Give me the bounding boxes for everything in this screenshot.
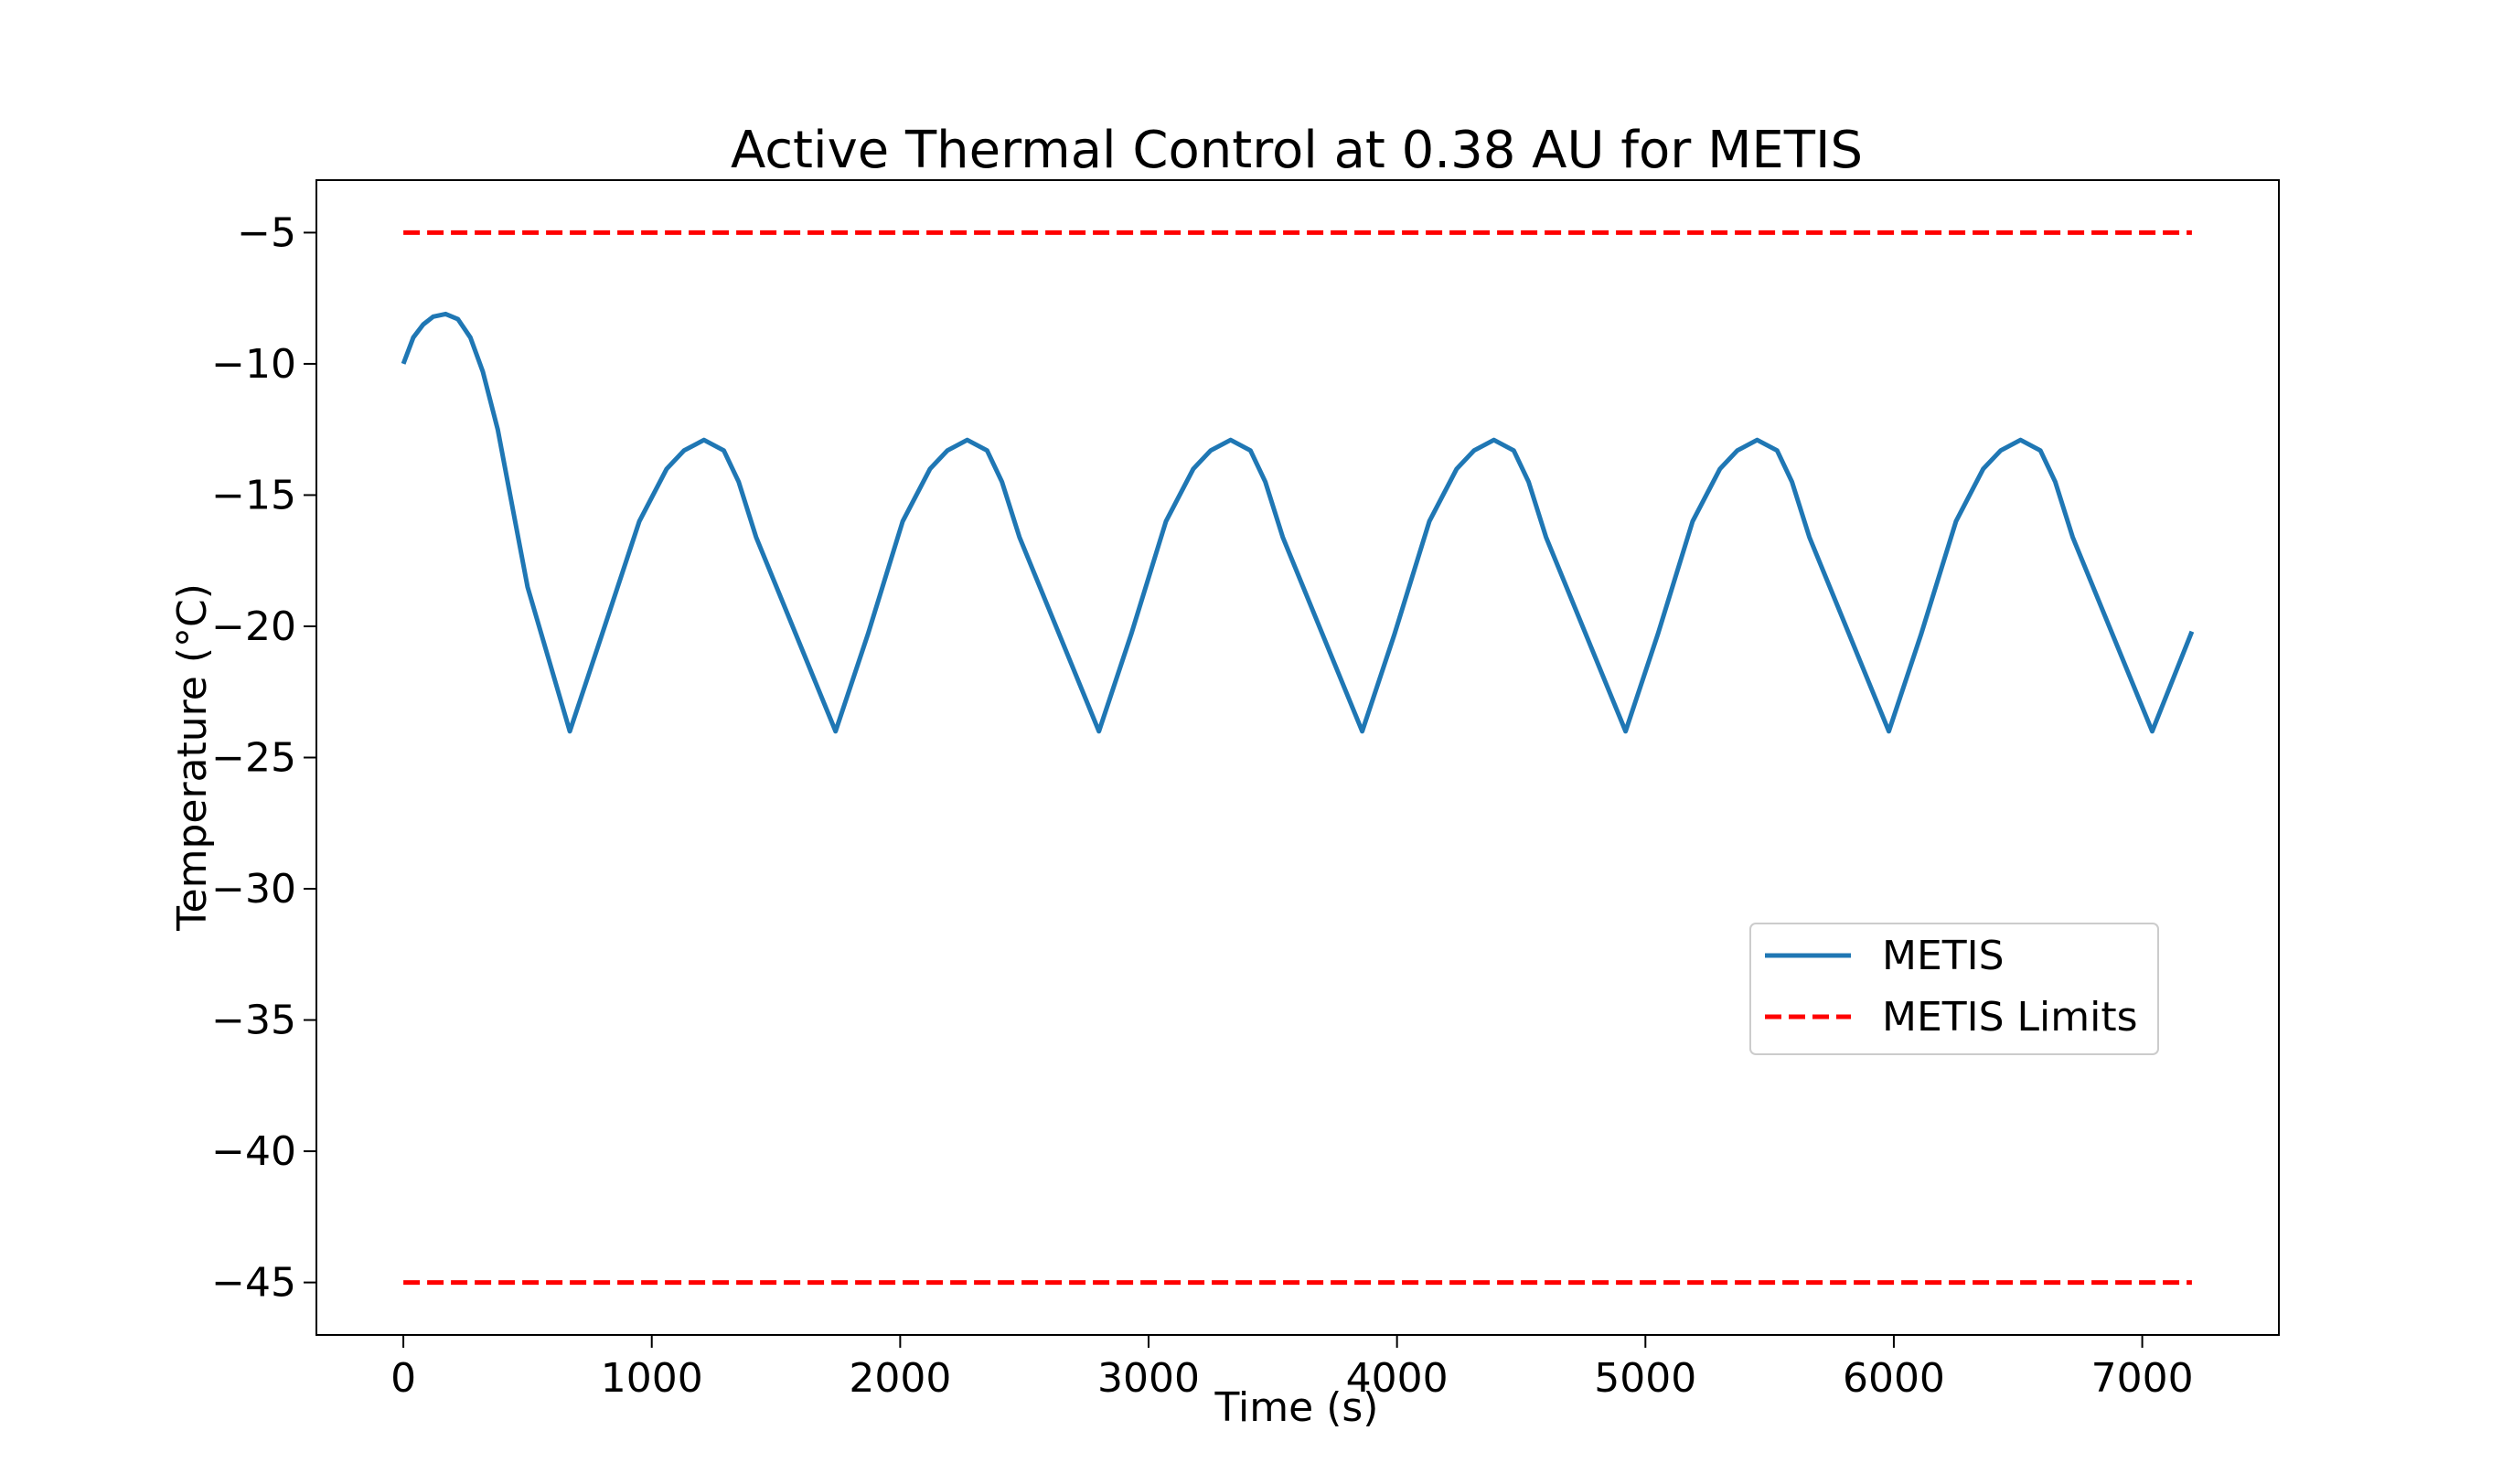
x-tick-label: 6000 — [1843, 1355, 1945, 1402]
y-tick-label: −25 — [211, 735, 296, 782]
y-tick-label: −40 — [211, 1128, 296, 1175]
y-tick-label: −10 — [211, 341, 296, 388]
x-tick-label: 2000 — [849, 1355, 951, 1402]
x-axis: 0 1000 2000 3000 4000 5000 6000 7000 — [390, 1335, 2194, 1402]
y-tick-label: −20 — [211, 603, 296, 650]
x-axis-label: Time (s) — [1214, 1384, 1379, 1431]
y-tick-label: −5 — [237, 209, 296, 256]
legend-frame — [1749, 923, 2159, 1055]
y-tick-label: −30 — [211, 866, 296, 913]
y-axis: −5 −10 −15 −20 −25 −30 −35 −40 −45 — [211, 209, 316, 1307]
plot-area — [401, 230, 2195, 1286]
y-axis-label: Temperature (°C) — [169, 583, 216, 932]
y-tick-label: −35 — [211, 998, 296, 1044]
y-tick-label: −45 — [211, 1260, 296, 1307]
x-tick-label: 4000 — [1346, 1355, 1449, 1402]
legend: METIS METIS Limits — [1749, 923, 2159, 1055]
x-tick-label: 7000 — [2091, 1355, 2194, 1402]
x-tick-label: 3000 — [1097, 1355, 1200, 1402]
x-tick-label: 5000 — [1594, 1355, 1696, 1402]
chart-title: Active Thermal Control at 0.38 AU for ME… — [731, 121, 1863, 180]
x-tick-label: 0 — [390, 1355, 416, 1402]
legend-label-metis: METIS — [1882, 933, 2005, 979]
x-tick-label: 1000 — [601, 1355, 703, 1402]
series-line-metis — [401, 311, 2195, 734]
y-tick-label: −15 — [211, 472, 296, 518]
legend-label-metis-limits: METIS Limits — [1882, 994, 2138, 1041]
